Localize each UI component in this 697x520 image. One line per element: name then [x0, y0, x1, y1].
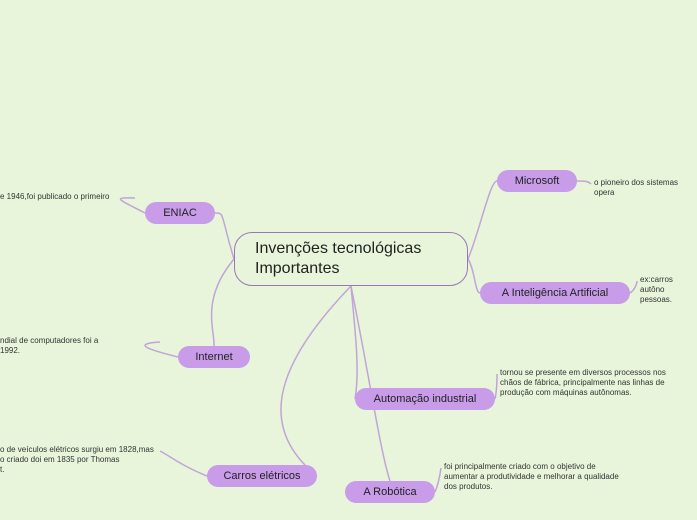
node-carros[interactable]: Carros elétricos — [207, 465, 317, 487]
node-microsoft[interactable]: Microsoft — [497, 170, 577, 192]
node-label: ENIAC — [163, 207, 197, 219]
edge — [435, 468, 441, 492]
node-eniac[interactable]: ENIAC — [145, 202, 215, 224]
edge — [577, 181, 591, 184]
edge — [281, 286, 351, 476]
desc-ia_d: ex:carros autôno pessoas. — [640, 275, 697, 305]
desc-eniac_d: e 1946,foi publicado o primeiro — [0, 192, 109, 202]
node-auto[interactable]: Automação industrial — [355, 388, 495, 410]
node-label: Microsoft — [515, 175, 560, 187]
desc-internet_d: ndial de computadores foi a 1992. — [0, 336, 98, 356]
edge — [630, 281, 637, 293]
node-label: Internet — [195, 351, 232, 363]
edge — [160, 451, 207, 476]
desc-micro_d: o pioneiro dos sistemas opera — [594, 178, 697, 198]
desc-carros_d: o de veículos elétricos surgiu em 1828,m… — [0, 445, 154, 475]
edge — [495, 374, 497, 399]
center-node[interactable]: Invenções tecnológicas Importantes — [234, 232, 468, 286]
edge — [145, 342, 178, 357]
node-ia[interactable]: A Inteligência Artificial — [480, 282, 630, 304]
node-label: Carros elétricos — [223, 470, 300, 482]
desc-robot_d: foi principalmente criado com o objetivo… — [444, 462, 619, 492]
edge — [468, 181, 497, 259]
edge — [212, 259, 234, 346]
center-label: Invenções tecnológicas Importantes — [255, 239, 447, 279]
node-robot[interactable]: A Robótica — [345, 481, 435, 503]
node-label: Automação industrial — [374, 393, 477, 405]
edge — [215, 213, 234, 259]
node-internet[interactable]: Internet — [178, 346, 250, 368]
node-label: A Robótica — [363, 486, 416, 498]
edge — [121, 198, 145, 213]
node-label: A Inteligência Artificial — [502, 287, 608, 299]
desc-auto_d: tornou se presente em diversos processos… — [500, 368, 666, 398]
edge — [468, 259, 480, 293]
